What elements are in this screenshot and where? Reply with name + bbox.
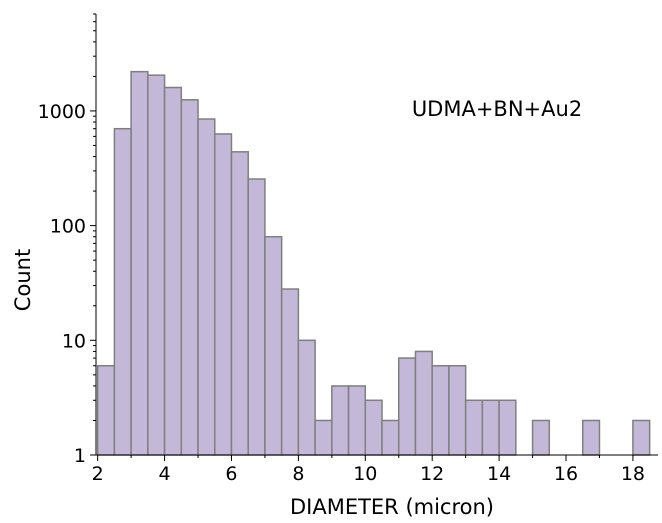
histogram-bar-2	[130, 70, 149, 456]
histogram-bar-11	[280, 288, 300, 456]
x-tick-label: 18	[621, 463, 645, 485]
histogram-bar-16	[364, 399, 383, 456]
x-tick-label: 6	[225, 463, 237, 485]
x-tick-label: 8	[292, 463, 304, 485]
histogram-bar-23	[481, 399, 500, 456]
x-tick-label: 16	[554, 463, 578, 485]
x-tick-label: 12	[420, 463, 444, 485]
histogram-bar-18	[397, 357, 417, 456]
histogram-bar-5	[180, 99, 199, 456]
histogram-bar-22	[464, 399, 484, 456]
histogram-bar-17	[381, 419, 400, 456]
x-tick-label: 4	[159, 463, 171, 485]
bars-group	[96, 70, 651, 456]
x-tick-label: 10	[353, 463, 377, 485]
histogram-bar-26	[581, 419, 601, 456]
histogram-bar-13	[314, 419, 333, 456]
x-axis-ticks: 2 4 6 8 10 12 14 16 18	[92, 455, 645, 485]
histogram-bar-25	[531, 419, 551, 456]
x-tick-label: 2	[92, 463, 104, 485]
histogram-bar-9	[247, 178, 266, 456]
histogram-bar-10	[264, 235, 283, 456]
histogram-bar-0	[96, 365, 116, 456]
histogram-bar-20	[431, 365, 450, 456]
histogram-bar-1	[113, 127, 132, 456]
histogram-bar-3	[147, 74, 166, 456]
histogram-bar-27	[632, 419, 651, 456]
y-tick-label: 1000	[38, 101, 86, 123]
histogram-bar-8	[230, 151, 249, 456]
histogram-bar-24	[498, 399, 517, 456]
chart-annotation: UDMA+BN+Au2	[412, 97, 582, 121]
y-axis-ticks: 1 10 100 1000	[38, 13, 96, 467]
y-tick-label: 100	[50, 216, 86, 238]
y-tick-label: 1	[74, 445, 86, 467]
histogram-bar-4	[163, 86, 183, 456]
histogram-bar-14	[331, 385, 350, 456]
y-axis-title: Count	[11, 249, 35, 311]
histogram-bar-12	[297, 339, 316, 456]
histogram-bar-6	[197, 118, 216, 456]
histogram-bar-7	[214, 133, 233, 456]
x-axis-title: DIAMETER (micron)	[290, 495, 494, 519]
histogram-bar-15	[347, 385, 367, 456]
histogram-bar-21	[448, 365, 467, 456]
x-tick-label: 14	[487, 463, 511, 485]
histogram-bar-19	[414, 350, 433, 456]
y-tick-label: 10	[62, 330, 86, 352]
